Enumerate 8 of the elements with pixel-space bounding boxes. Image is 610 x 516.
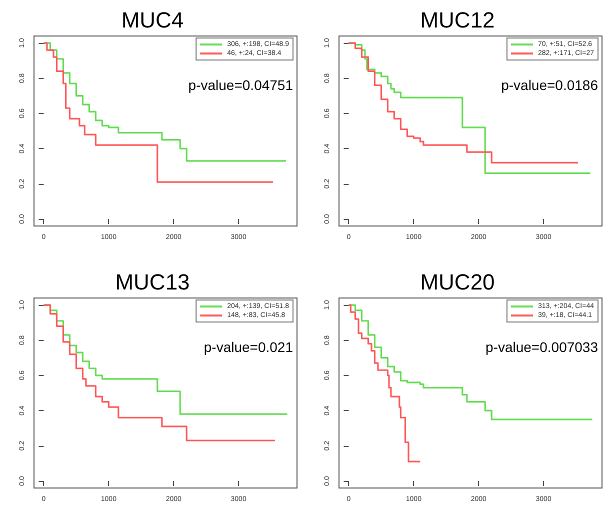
chart-title: MUC13: [115, 270, 190, 294]
chart-title: MUC4: [121, 8, 184, 32]
annotation: p-value=0.0186: [501, 77, 598, 93]
annotation: p-value=0.007033: [486, 339, 598, 355]
annotation: p-value=0.021: [204, 339, 294, 355]
chart-title: MUC12: [420, 8, 495, 32]
annotation: p-value=0.04751: [188, 77, 294, 93]
chart-title: MUC20: [420, 270, 495, 294]
